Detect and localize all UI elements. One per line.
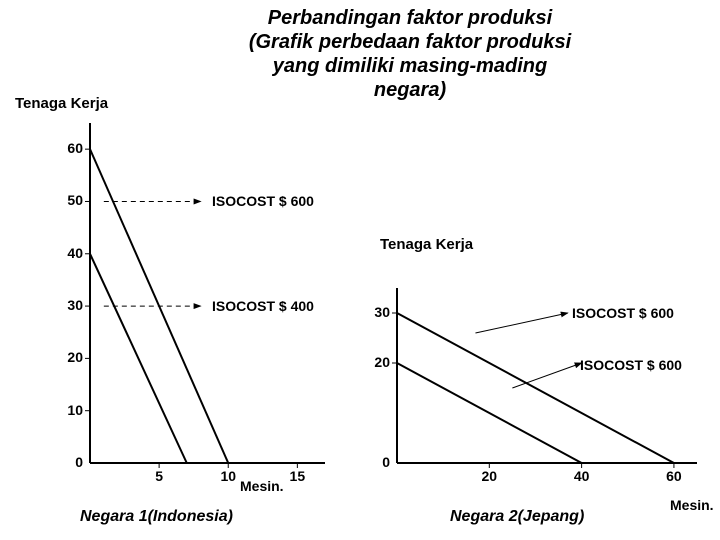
chart-canvas [0,0,720,540]
left-ytick-6: 60 [55,140,83,156]
left-caption: Negara 1(Indonesia) [80,508,233,526]
left-xtick-0: 5 [144,468,174,484]
right-xtick-1: 40 [567,468,597,484]
left-annot-0: ISOCOST $ 600 [212,193,314,209]
right-ytick-2: 30 [362,304,390,320]
left-ytick-0: 0 [55,454,83,470]
right-caption: Negara 2(Jepang) [450,508,584,526]
left-ytick-5: 50 [55,192,83,208]
left-ytick-2: 20 [55,349,83,365]
left-x-axis-label: Mesin. [240,478,284,494]
right-xtick-0: 20 [474,468,504,484]
left-xtick-1: 10 [213,468,243,484]
left-ytick-4: 40 [55,245,83,261]
left-ytick-3: 30 [55,297,83,313]
left-annot-1: ISOCOST $ 400 [212,298,314,314]
left-xtick-2: 15 [282,468,312,484]
right-ytick-1: 20 [362,354,390,370]
right-annot-0: ISOCOST $ 600 [572,305,674,321]
left-ytick-1: 10 [55,402,83,418]
right-xtick-2: 60 [659,468,689,484]
right-ytick-0: 0 [362,454,390,470]
right-x-axis-label: Mesin. [670,497,714,513]
right-annot-1: ISOCOST $ 600 [580,357,682,373]
